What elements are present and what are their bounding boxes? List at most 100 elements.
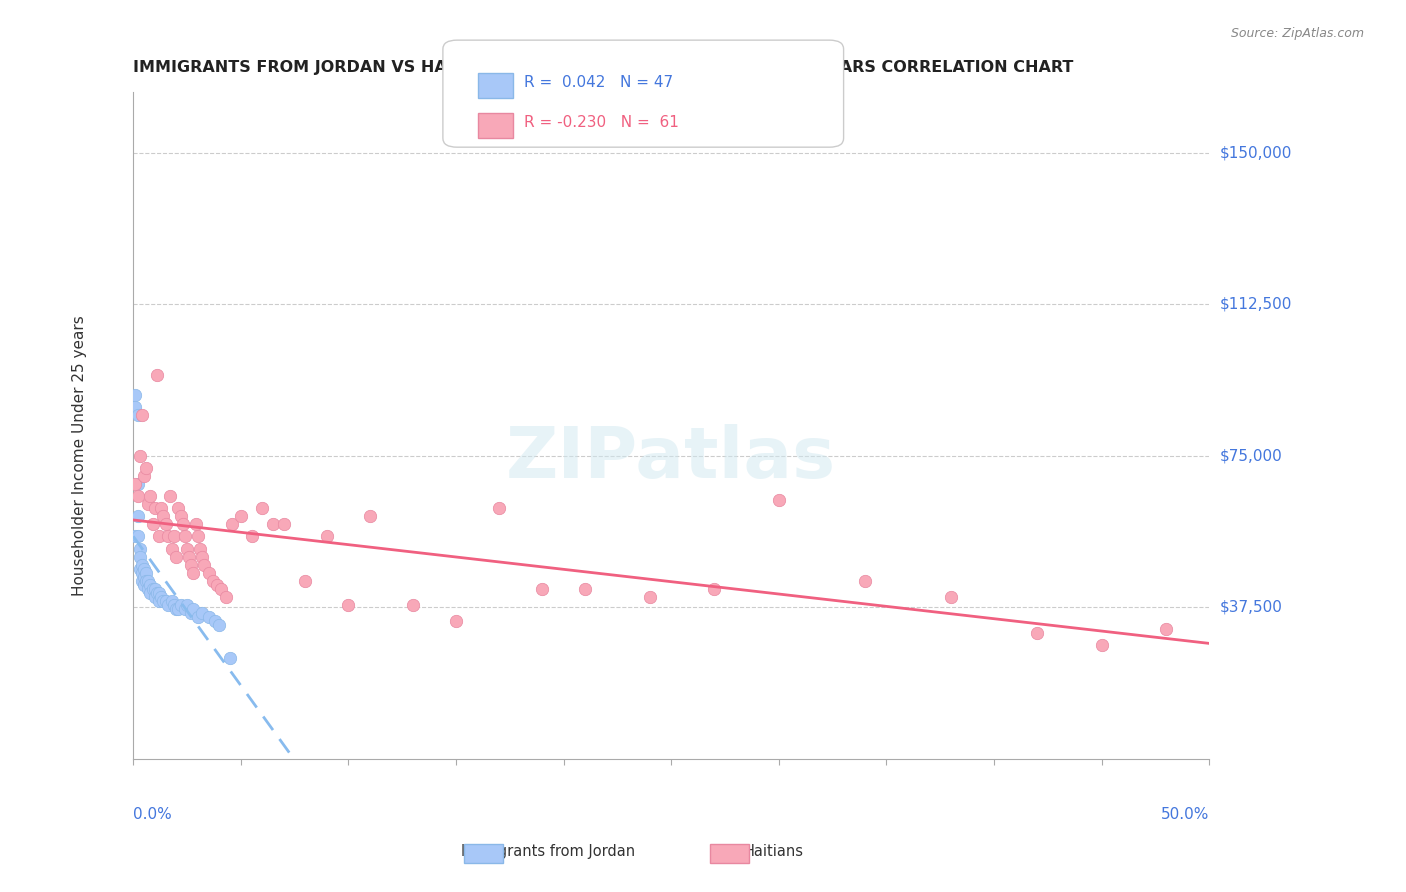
Point — [132, 570, 155, 584]
Point — [139, 578, 162, 592]
Point — [531, 582, 554, 596]
Point — [215, 590, 238, 604]
Point — [124, 529, 146, 543]
Text: Haitians: Haitians — [744, 845, 803, 859]
Point — [135, 574, 157, 588]
Point — [148, 586, 170, 600]
Text: IMMIGRANTS FROM JORDAN VS HAITIAN HOUSEHOLDER INCOME UNDER 25 YEARS CORRELATION : IMMIGRANTS FROM JORDAN VS HAITIAN HOUSEH… — [134, 60, 1074, 75]
Point — [574, 582, 596, 596]
Point — [221, 517, 243, 532]
Point — [359, 509, 381, 524]
Text: $112,500: $112,500 — [1220, 297, 1292, 312]
Point — [173, 602, 195, 616]
Point — [444, 614, 467, 628]
Point — [488, 501, 510, 516]
Point — [127, 509, 149, 524]
Point — [219, 650, 242, 665]
Point — [768, 493, 790, 508]
Point — [853, 574, 876, 588]
Point — [148, 529, 170, 543]
Text: $150,000: $150,000 — [1220, 145, 1292, 161]
Point — [172, 517, 194, 532]
Point — [205, 578, 228, 592]
Point — [180, 606, 202, 620]
Point — [211, 582, 233, 596]
Point — [146, 586, 169, 600]
Point — [197, 610, 219, 624]
Point — [152, 509, 174, 524]
Point — [252, 501, 274, 516]
Point — [131, 574, 153, 588]
Point — [136, 574, 159, 588]
Point — [143, 582, 166, 596]
Point — [294, 574, 316, 588]
Point — [152, 594, 174, 608]
Point — [127, 489, 149, 503]
Point — [159, 489, 181, 503]
Point — [169, 598, 191, 612]
Point — [402, 598, 425, 612]
Point — [143, 501, 166, 516]
Point — [163, 529, 186, 543]
Point — [146, 368, 169, 382]
Point — [155, 594, 177, 608]
Point — [201, 574, 224, 588]
Text: 0.0%: 0.0% — [134, 807, 172, 822]
Point — [188, 541, 211, 556]
Point — [135, 461, 157, 475]
Point — [176, 541, 198, 556]
Point — [165, 602, 187, 616]
Point — [703, 582, 725, 596]
Point — [176, 598, 198, 612]
Text: R =  0.042   N = 47: R = 0.042 N = 47 — [524, 75, 673, 89]
Point — [240, 529, 263, 543]
Point — [337, 598, 360, 612]
Text: Source: ZipAtlas.com: Source: ZipAtlas.com — [1230, 27, 1364, 40]
Point — [143, 590, 166, 604]
Point — [208, 618, 231, 632]
Point — [183, 566, 205, 580]
Point — [1026, 626, 1049, 640]
Point — [124, 388, 146, 402]
Point — [131, 409, 153, 423]
Point — [124, 401, 146, 415]
Point — [132, 562, 155, 576]
Point — [131, 558, 153, 572]
Point — [155, 517, 177, 532]
Text: ZIPatlas: ZIPatlas — [506, 425, 837, 493]
Point — [187, 610, 209, 624]
Point — [262, 517, 284, 532]
Text: Householder Income Under 25 years: Householder Income Under 25 years — [72, 316, 87, 596]
Point — [193, 558, 215, 572]
Point — [204, 614, 226, 628]
Point — [136, 582, 159, 596]
Point — [139, 586, 162, 600]
Point — [179, 549, 201, 564]
Text: R = -0.230   N =  61: R = -0.230 N = 61 — [524, 115, 679, 129]
Point — [273, 517, 295, 532]
Point — [132, 578, 155, 592]
Point — [150, 590, 173, 604]
Point — [163, 598, 186, 612]
Point — [187, 529, 209, 543]
Point — [160, 541, 183, 556]
Point — [142, 582, 165, 596]
Point — [1154, 623, 1177, 637]
Point — [1091, 639, 1114, 653]
Point — [638, 590, 661, 604]
Point — [173, 529, 195, 543]
Point — [127, 529, 149, 543]
Text: $75,000: $75,000 — [1220, 449, 1282, 463]
Point — [939, 590, 962, 604]
Point — [165, 549, 187, 564]
Point — [127, 477, 149, 491]
Point — [169, 509, 191, 524]
Text: Immigrants from Jordan: Immigrants from Jordan — [461, 845, 636, 859]
Point — [160, 594, 183, 608]
Point — [191, 549, 214, 564]
Point — [139, 489, 162, 503]
Point — [180, 558, 202, 572]
Point — [167, 602, 190, 616]
Point — [128, 562, 150, 576]
Text: 50.0%: 50.0% — [1161, 807, 1209, 822]
